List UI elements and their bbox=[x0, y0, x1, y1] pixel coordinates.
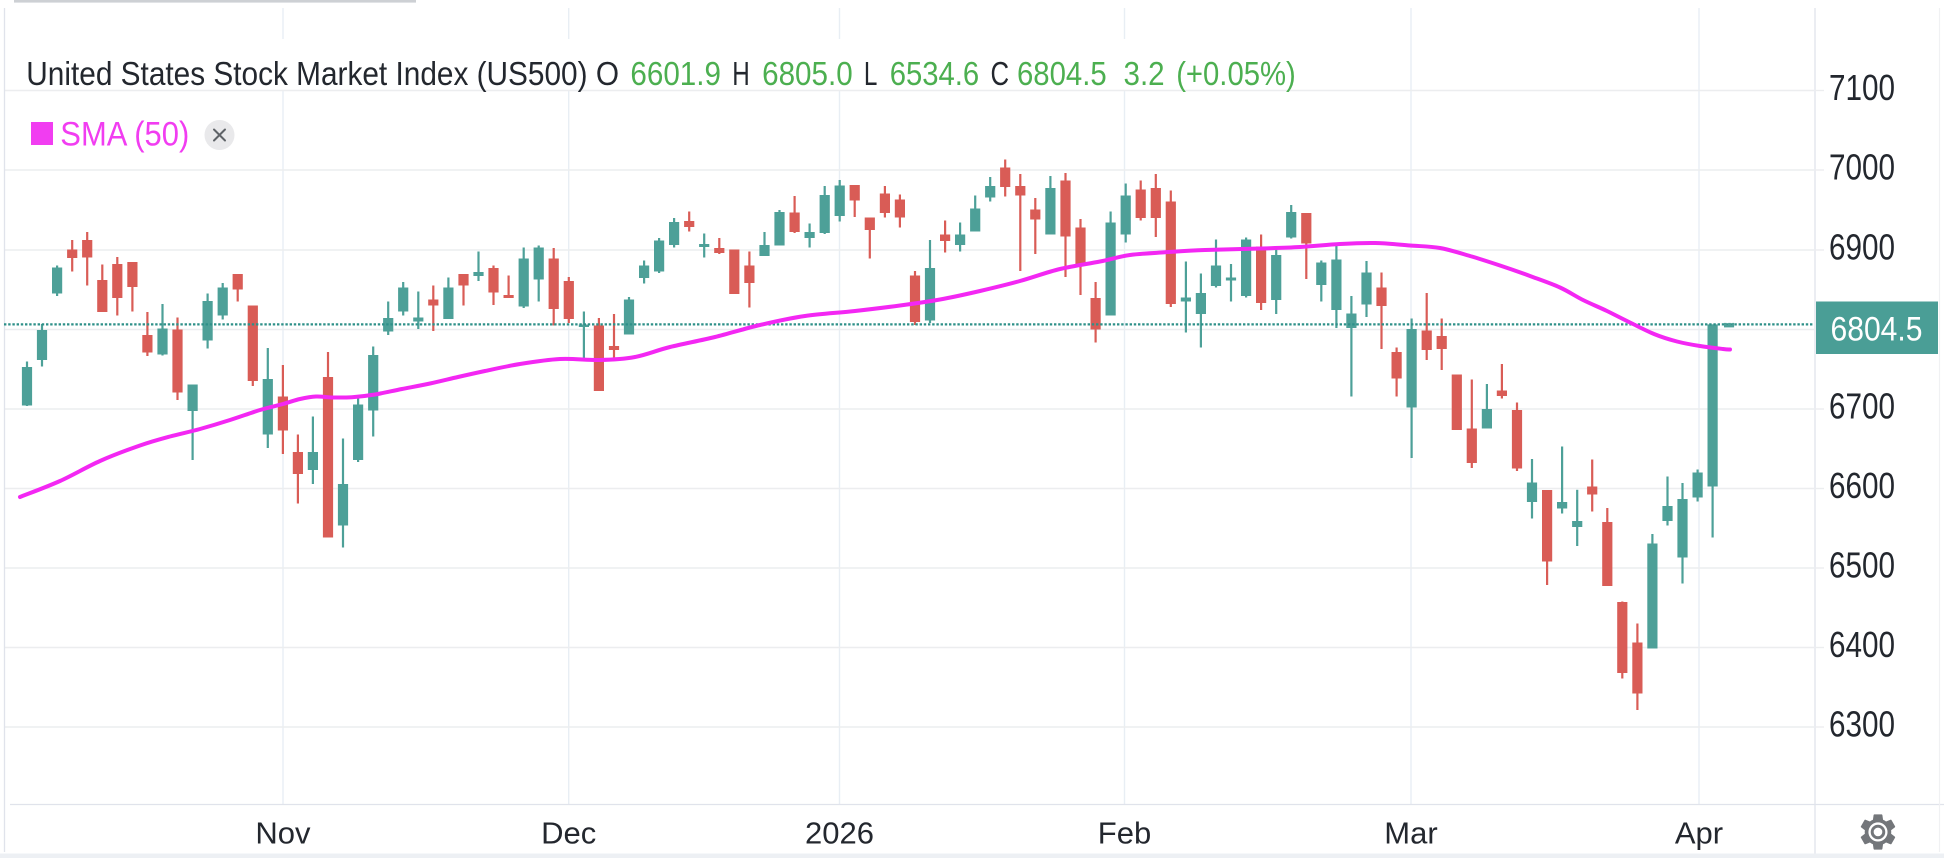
svg-text:(+0.05%): (+0.05%) bbox=[1176, 55, 1296, 92]
svg-text:Dec: Dec bbox=[541, 816, 596, 851]
svg-text:3.2: 3.2 bbox=[1124, 55, 1165, 92]
svg-text:6805.0: 6805.0 bbox=[762, 55, 853, 92]
svg-text:Mar: Mar bbox=[1384, 816, 1437, 851]
svg-text:6601.9: 6601.9 bbox=[630, 55, 721, 92]
svg-text:6300: 6300 bbox=[1829, 703, 1895, 744]
svg-text:6804.5: 6804.5 bbox=[1017, 55, 1107, 92]
svg-text:6900: 6900 bbox=[1829, 226, 1895, 267]
svg-text:6400: 6400 bbox=[1829, 624, 1895, 665]
svg-text:Nov: Nov bbox=[255, 816, 311, 851]
svg-text:L: L bbox=[864, 55, 878, 92]
svg-text:SMA (50): SMA (50) bbox=[60, 116, 189, 154]
svg-text:7100: 7100 bbox=[1829, 67, 1895, 108]
svg-text:6804.5: 6804.5 bbox=[1831, 311, 1923, 349]
svg-text:Apr: Apr bbox=[1675, 816, 1723, 851]
svg-text:6600: 6600 bbox=[1829, 465, 1895, 506]
svg-text:6500: 6500 bbox=[1829, 544, 1895, 585]
svg-text:6534.6: 6534.6 bbox=[890, 55, 980, 92]
svg-text:2026: 2026 bbox=[805, 816, 874, 851]
svg-text:C: C bbox=[991, 55, 1010, 92]
svg-text:H: H bbox=[732, 55, 750, 92]
svg-text:Feb: Feb bbox=[1098, 816, 1151, 851]
svg-text:United States Stock Market Ind: United States Stock Market Index (US500)… bbox=[26, 55, 619, 92]
svg-text:7000: 7000 bbox=[1829, 146, 1895, 187]
svg-text:6700: 6700 bbox=[1829, 385, 1895, 426]
